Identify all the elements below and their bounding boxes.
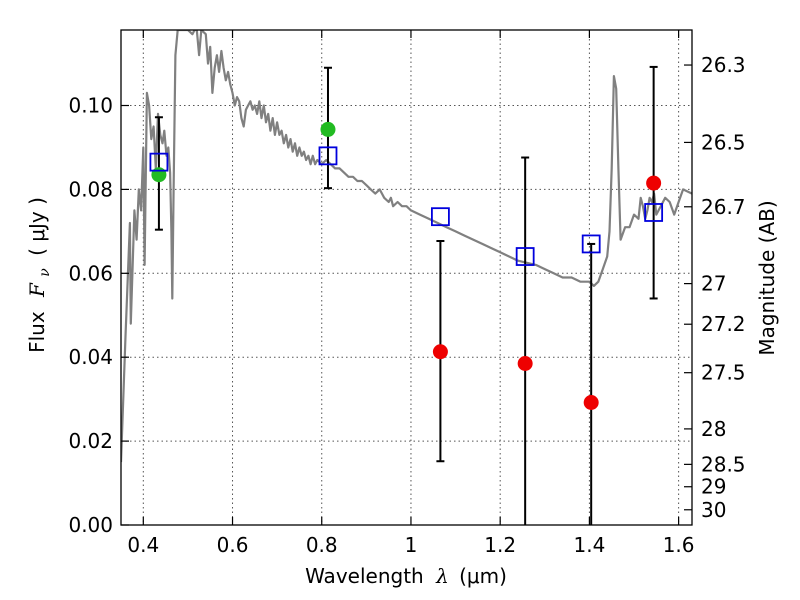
y2-tick-label: 29 (701, 475, 726, 499)
y-tick-label: 0.08 (68, 177, 113, 201)
y2-tick-label: 26.3 (701, 53, 746, 77)
x-tick-label: 1.2 (484, 533, 516, 557)
grid (121, 30, 692, 526)
y2-tick-label: 27.5 (701, 361, 746, 385)
x-tick-label: 1.4 (573, 533, 605, 557)
y2-axis-title: Magnitude (AB) (755, 200, 779, 355)
model-spectrum (121, 30, 692, 463)
x-tick-label: 1.6 (663, 533, 695, 557)
spectrum-line (121, 30, 692, 463)
y2-tick-label: 26.5 (701, 130, 746, 154)
x-tick-label: 0.6 (217, 533, 249, 557)
y2-tick-label: 27.2 (701, 312, 746, 336)
model-box-marker (515, 247, 535, 266)
data-markers (149, 121, 664, 411)
y2-tick-label: 28 (701, 417, 726, 441)
y-tick-label: 0.10 (68, 94, 113, 118)
model-box-marker (581, 234, 601, 254)
y2-tick-label: 26.7 (701, 195, 746, 219)
axis-ticks: 0.4 0.6 0.8 1 1.2 1.4 1.6 0.00 0.02 0.04 0.06 0.08 0… (68, 30, 746, 557)
model-box-marker (318, 146, 338, 166)
y2-tick-label: 27 (701, 272, 726, 296)
x-tick-label: 1 (405, 533, 418, 557)
plot-frame (120, 29, 693, 526)
x-axis-title: Wavelength λ (μm) (305, 564, 507, 588)
error-bars (154, 65, 658, 525)
y2-tick-label: 30 (701, 498, 726, 522)
red-data-point (432, 344, 448, 360)
green-data-point (151, 167, 167, 183)
y-tick-label: 0.02 (68, 429, 113, 453)
y-tick-label: 0.00 (68, 513, 113, 537)
red-data-point (583, 395, 599, 411)
y-tick-label: 0.06 (68, 261, 113, 285)
model-box-marker (431, 207, 450, 227)
red-data-point (646, 175, 662, 191)
y2-tick-label: 28.5 (701, 452, 746, 476)
red-data-point (517, 355, 533, 371)
x-tick-label: 0.8 (306, 533, 338, 557)
y-axis-title: Flux F ν ( μJy ) (25, 197, 54, 353)
model-box-marker (149, 152, 169, 172)
y-tick-label: 0.04 (68, 345, 113, 369)
model-box-marker (644, 203, 664, 222)
x-tick-label: 0.4 (127, 533, 159, 557)
green-data-point (320, 121, 336, 137)
